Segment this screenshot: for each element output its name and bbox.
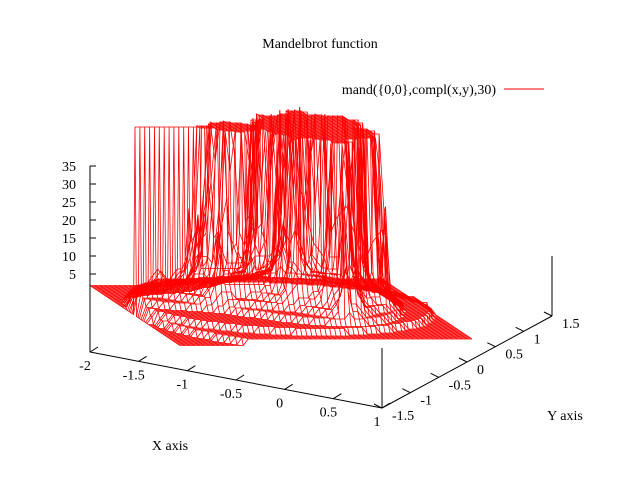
y-tick-label: 0.5: [505, 348, 523, 363]
x-tick-label: 0: [276, 396, 283, 411]
surface-isoline-y: [114, 126, 205, 346]
surface-isoline-y: [260, 109, 351, 340]
legend-label: mand({0,0},compl(x,y),30): [342, 83, 497, 98]
y-tick-mark: [515, 326, 524, 332]
surface-isoline-y: [230, 113, 322, 340]
surface-isoline-y: [104, 126, 195, 346]
surface-isoline-y: [216, 119, 307, 340]
x-tick-label: -1: [176, 378, 188, 393]
surface-isoline-y: [294, 114, 385, 340]
x-tick-mark: [187, 365, 196, 372]
surface-isoline-y: [367, 278, 458, 340]
y-axis-label: Y axis: [547, 409, 583, 424]
surface-isoline-y: [250, 114, 341, 340]
surface-isoline-y: [289, 113, 380, 340]
x-tick-label: -0.5: [220, 387, 242, 402]
y-tick-label: 1: [534, 332, 541, 347]
x-tick-mark: [138, 355, 147, 362]
y-tick-label: -1: [420, 394, 432, 409]
surface-isoline-x: [163, 191, 456, 335]
x-tick-mark: [235, 374, 245, 381]
surface-isoline-y: [99, 126, 190, 346]
z-tick-label: 20: [62, 214, 76, 229]
x-tick-label: 0.5: [320, 406, 338, 421]
x-axis-label: X axis: [152, 439, 188, 454]
x-tick-mark: [333, 393, 342, 400]
x-tick-label: 1: [374, 415, 381, 430]
y-tick-label: 0: [477, 363, 484, 378]
chart-title: Mandelbrot function: [262, 37, 377, 52]
x-tick-mark: [89, 346, 99, 353]
z-tick-label: 15: [62, 232, 76, 247]
surface-isoline-y: [206, 123, 298, 340]
surface-isoline-y: [221, 117, 312, 340]
surface-isoline-y: [299, 113, 390, 340]
y-tick-label: 1.5: [562, 317, 580, 332]
z-tick-label: 10: [62, 250, 76, 265]
surface-isoline-y: [128, 126, 220, 346]
x-tick-label: -2: [79, 359, 91, 374]
surface-isoline-y: [264, 110, 356, 340]
surface-isoline-y: [357, 278, 448, 340]
surface-isoline-y: [381, 278, 473, 340]
x-tick-mark: [381, 402, 391, 409]
surface-isoline-y: [352, 278, 444, 340]
z-tick-label: 5: [69, 268, 76, 283]
surface-isoline-y: [362, 278, 453, 340]
z-tick-label: 25: [62, 196, 76, 211]
x-tick-mark: [284, 383, 293, 390]
y-tick-label: -0.5: [449, 378, 471, 393]
y-tick-mark: [543, 311, 553, 317]
surface-isoline-y: [138, 126, 229, 346]
y-tick-mark: [430, 372, 439, 378]
y-tick-mark: [487, 342, 496, 348]
y-tick-mark: [373, 403, 383, 409]
y-tick-mark: [458, 357, 468, 363]
y-tick-mark: [402, 388, 411, 394]
surface-isoline-y: [133, 126, 225, 346]
z-tick-label: 35: [62, 160, 76, 175]
surface-isoline-y: [94, 126, 186, 346]
surface-isoline-y: [89, 126, 181, 346]
y-tick-label: -1.5: [392, 409, 414, 424]
surface-isoline-y: [308, 115, 400, 340]
surface-isoline-y: [376, 278, 468, 340]
x-tick-label: -1.5: [123, 368, 145, 383]
surface-isoline-y: [109, 126, 200, 346]
tick-labels: -2 -1.5 -1 -0.5 0 0.5 1 -1.5 -1 -0.5 0 0.5 1 1.5 5 10 15…: [62, 160, 580, 430]
z-tick-label: 30: [62, 178, 76, 193]
surface-isoline-y: [284, 106, 375, 340]
surface-mesh: [89, 106, 473, 346]
surface-isoline-y: [303, 115, 395, 340]
